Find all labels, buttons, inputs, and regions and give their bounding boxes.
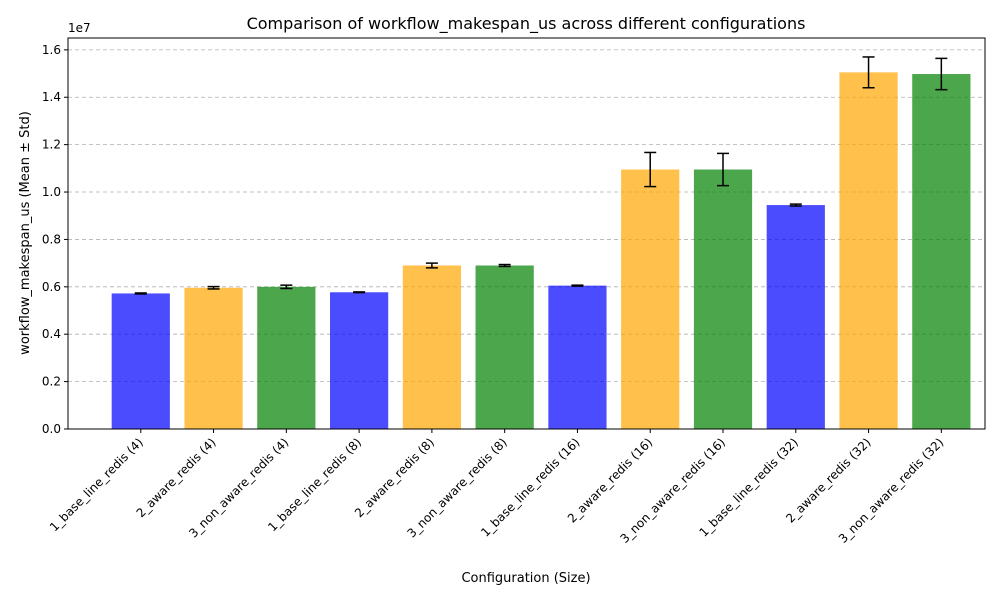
y-tick-label: 1.0 [42, 185, 61, 199]
error-bar-layer [134, 56, 948, 295]
y-tick-label: 0.8 [42, 232, 61, 246]
x-tick-label: 1_base_line_redis (4) [47, 435, 146, 534]
bar [475, 265, 534, 429]
y-offset-label: 1e7 [68, 21, 91, 35]
bar [693, 169, 753, 429]
y-tick-label: 1.4 [42, 90, 61, 104]
x-axis-label: Configuration (Size) [461, 571, 590, 586]
y-axis-label: workflow_makespan_us (Mean ± Std) [18, 111, 33, 355]
x-tick-label: 2_aware_redis (4) [134, 435, 219, 520]
bar [111, 293, 170, 429]
plot-frame [67, 37, 986, 430]
y-tick-layer: 0.0 0.2 0.4 0.6 0.8 1.0 1.2 1.4 1.6 [42, 43, 68, 436]
y-tick-label: 1.6 [42, 43, 61, 57]
bar [330, 292, 389, 429]
bar [548, 285, 607, 429]
y-tick-label: 1.2 [42, 138, 61, 152]
x-tick-layer: 1_base_line_redis (4)2_aware_redis (4)3_… [47, 429, 946, 546]
bar [839, 72, 898, 430]
y-tick-label: 0.0 [42, 422, 61, 436]
y-tick-label: 0.4 [42, 327, 61, 341]
bar [621, 169, 680, 429]
bar [184, 287, 243, 429]
bar [912, 74, 971, 429]
chart-title: Comparison of workflow_makespan_us acros… [247, 14, 806, 34]
bar [402, 265, 461, 429]
bar [766, 205, 825, 429]
x-tick-label: 2_aware_redis (8) [352, 435, 437, 520]
y-tick-label: 0.6 [42, 280, 61, 294]
bar-layer [111, 72, 971, 430]
y-tick-label: 0.2 [42, 375, 61, 389]
bar [257, 286, 316, 429]
